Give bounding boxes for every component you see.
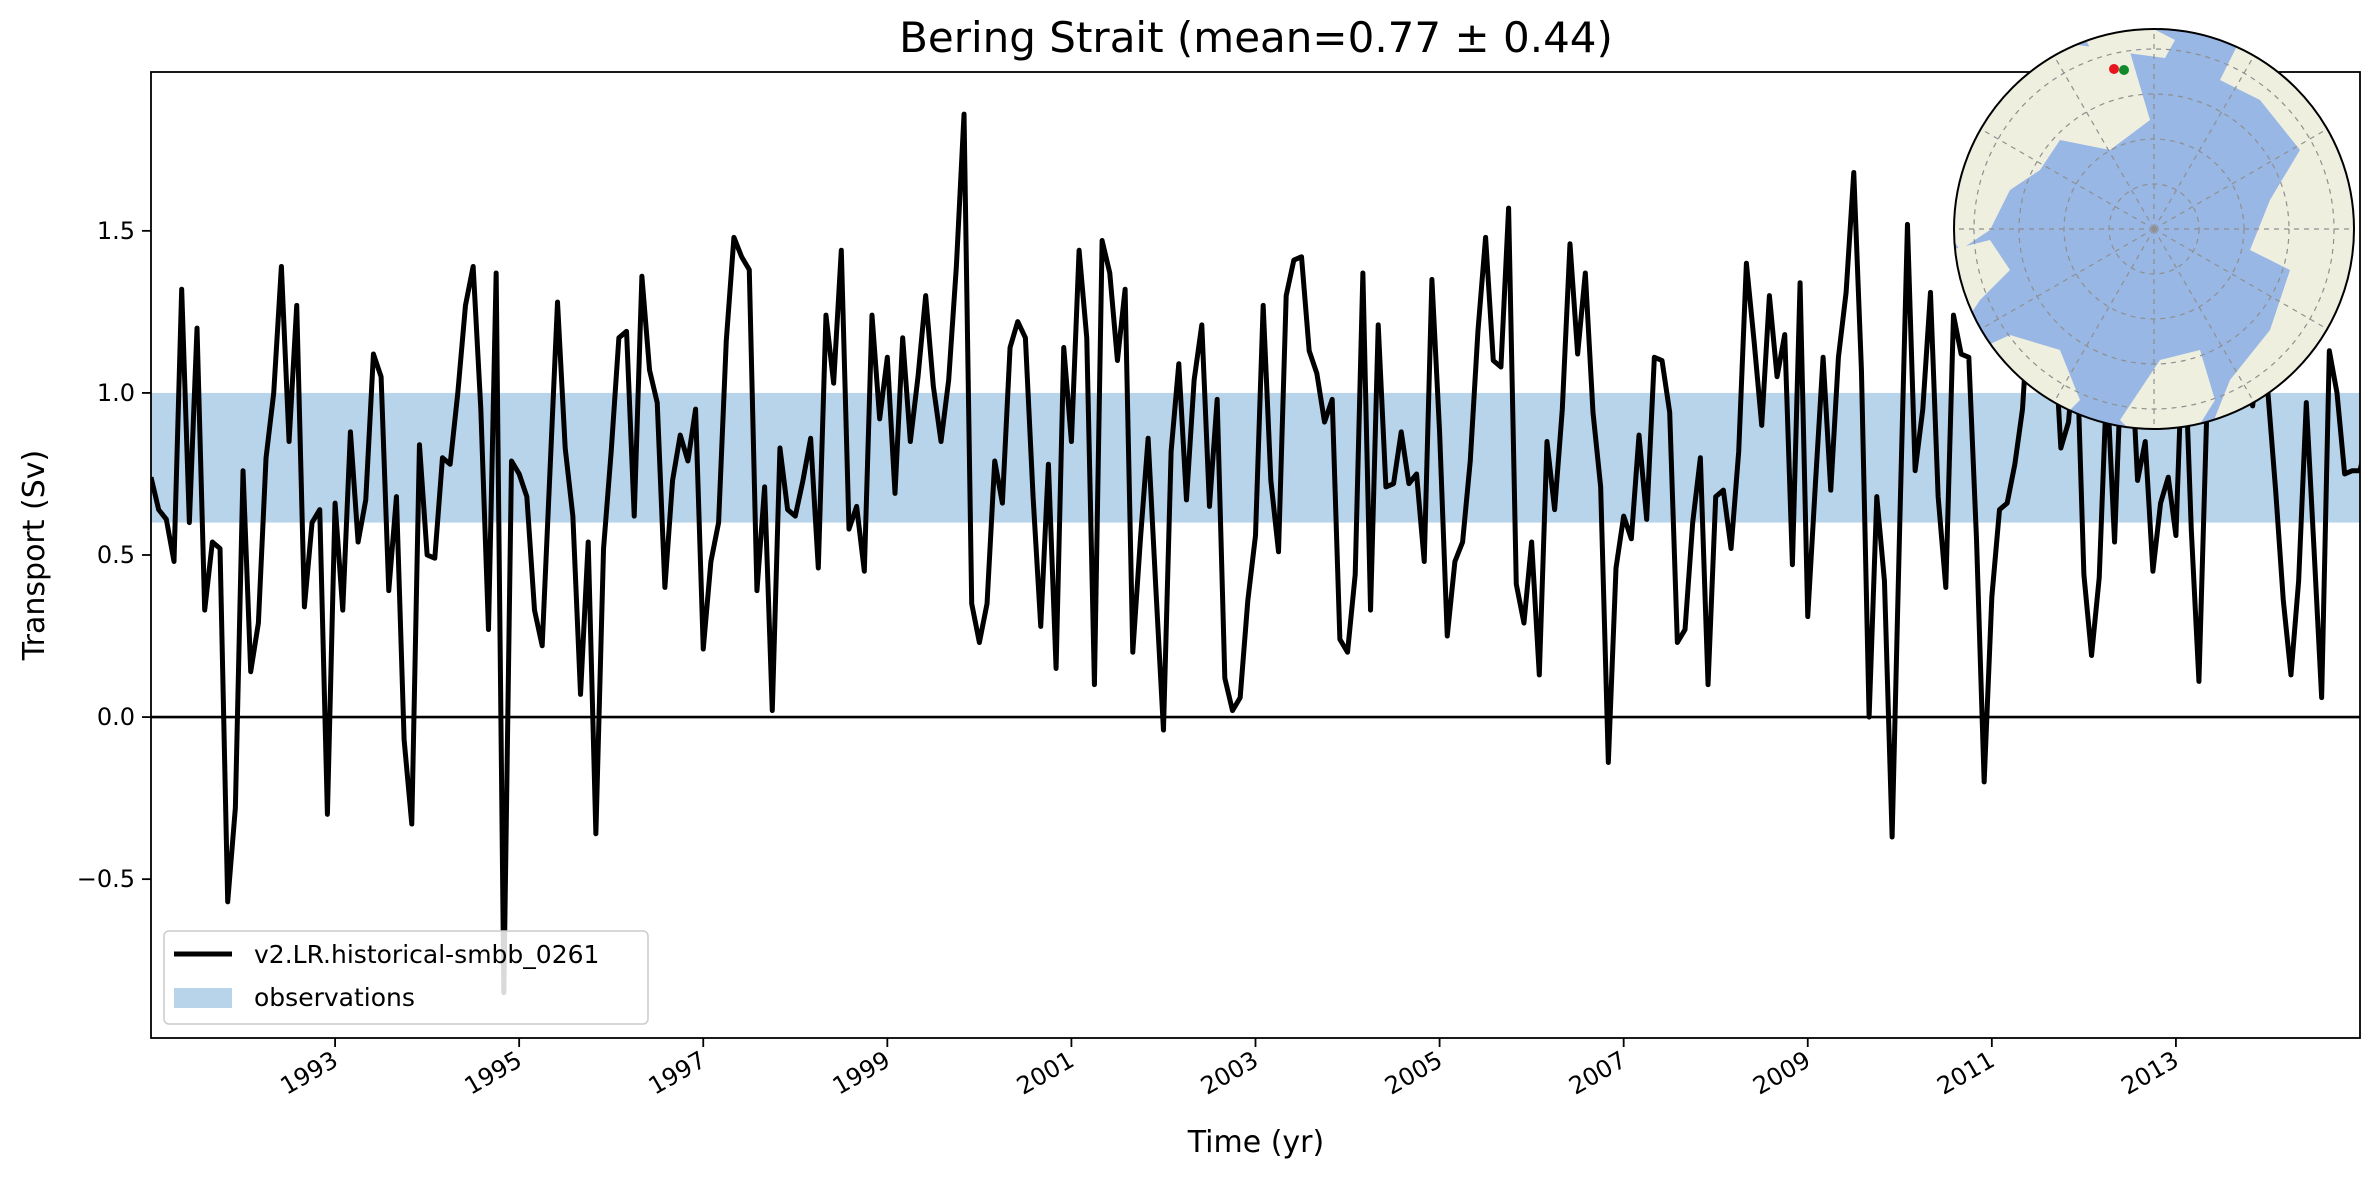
x-tick-label: 1995: [460, 1046, 527, 1101]
chart-title: Bering Strait (mean=0.77 ± 0.44): [899, 13, 1613, 62]
inset-polar-map: [1953, 28, 2355, 430]
legend-swatch-observations: [174, 988, 232, 1008]
x-axis-label: Time (yr): [1187, 1125, 1324, 1160]
map-border: [1953, 28, 2355, 430]
series-line-transport: [151, 111, 2360, 996]
map-meridian-line: [2153, 228, 2328, 330]
y-axis-ticks: −0.5 0.0 0.5 1.0 1.5: [77, 217, 151, 893]
x-tick-label: 2001: [1012, 1046, 1079, 1101]
x-tick-label: 1999: [828, 1046, 895, 1101]
map-land-scandinavia: [2120, 350, 2215, 429]
map-meridian-line: [2053, 228, 2155, 403]
x-tick-label: 1993: [276, 1046, 343, 1101]
x-axis-ticks: 1993 1995 1997 1999 2001 2003 2005 2007 2009 2011…: [276, 1038, 2183, 1101]
y-tick-label: 1.5: [97, 217, 135, 245]
map-graticule: [1954, 29, 2354, 429]
x-tick-label: 1997: [644, 1046, 711, 1101]
y-tick-label: −0.5: [77, 865, 135, 893]
y-tick-label: 0.5: [97, 541, 135, 569]
x-tick-label: 2009: [1748, 1046, 1815, 1101]
y-axis-label: Transport (Sv): [17, 450, 52, 662]
map-meridian-line: [1980, 128, 2155, 230]
legend-label-observations: observations: [254, 983, 415, 1012]
plot-area: [151, 111, 2360, 996]
y-tick-label: 0.0: [97, 703, 135, 731]
x-tick-label: 2003: [1196, 1046, 1263, 1101]
map-meridian-line: [1980, 228, 2155, 330]
map-meridian-line: [2053, 55, 2155, 230]
y-tick-label: 1.0: [97, 379, 135, 407]
map-meridian-line: [2153, 128, 2328, 230]
map-marker-green: [2119, 65, 2129, 75]
legend-box: [163, 930, 649, 1025]
map-meridian-line: [2153, 228, 2255, 403]
map-marker-red: [2109, 64, 2119, 74]
x-tick-label: 2013: [2116, 1046, 2183, 1101]
x-tick-label: 2005: [1380, 1046, 1447, 1101]
legend-label-series: v2.LR.historical-smbb_0261: [254, 940, 599, 969]
x-tick-label: 2007: [1564, 1046, 1631, 1101]
legend: v2.LR.historical-smbb_0261 observations: [163, 930, 649, 1025]
x-tick-label: 2011: [1932, 1046, 1999, 1101]
map-meridian-line: [2153, 55, 2255, 230]
